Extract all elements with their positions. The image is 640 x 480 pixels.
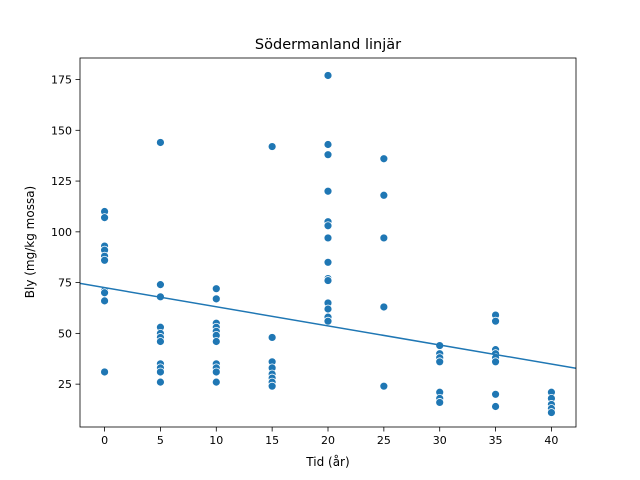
data-point [323,304,333,314]
y-tick-label: 125 [51,175,72,188]
x-tick-label: 5 [157,434,164,447]
data-point [491,316,500,326]
data-point [379,233,389,243]
x-axis-label: Tid (år) [305,455,349,469]
data-point [267,381,277,391]
data-point [156,367,165,377]
y-tick-label: 100 [51,226,72,239]
data-point [491,389,500,399]
data-point [156,138,165,147]
data-point [323,221,333,231]
data-point [211,377,221,387]
data-point [491,402,500,411]
x-tick-label: 35 [489,434,503,447]
data-point [323,150,333,160]
data-point [323,233,333,243]
data-point [100,367,109,377]
data-point [435,398,445,407]
x-tick-label: 30 [433,434,447,447]
data-point [211,337,221,346]
data-point [100,296,109,306]
data-point [323,316,333,326]
data-point [156,337,165,346]
data-point [379,381,389,391]
y-tick-label: 75 [58,277,72,290]
data-point [379,190,389,200]
x-tick-label: 20 [321,434,335,447]
plot-area: 0 5 10 15 20 25 30 35 40 25 50 75 100 125 150 175 [51,57,577,447]
y-tick-label: 25 [58,378,72,391]
regression-line [80,282,576,370]
data-point [100,255,109,265]
data-point [379,154,389,164]
data-point [435,357,445,367]
data-point [547,408,556,417]
x-tick-label: 15 [265,434,279,447]
data-point [323,276,333,285]
data-point [267,333,277,342]
data-point [211,294,221,304]
y-tick-label: 150 [51,124,72,137]
chart-title: Södermanland linjär [255,37,401,53]
y-axis-label: Bly (mg/kg mossa) [23,186,37,298]
data-point [156,377,165,387]
data-point [100,288,109,298]
data-point [211,367,221,377]
x-tick-label: 25 [377,434,391,447]
data-point [379,302,389,312]
data-point [323,257,333,267]
y-tick-label: 50 [58,327,72,340]
x-tick-label: 10 [209,434,223,447]
x-tick-label: 40 [544,434,558,447]
data-point [323,140,333,149]
data-point [156,280,165,290]
data-point [100,213,109,223]
data-point [323,186,333,196]
x-tick-label: 0 [101,434,108,447]
data-point [267,142,277,151]
data-point [323,71,333,80]
data-point [211,284,221,294]
y-tick-label: 175 [51,74,72,87]
data-point [491,357,500,367]
